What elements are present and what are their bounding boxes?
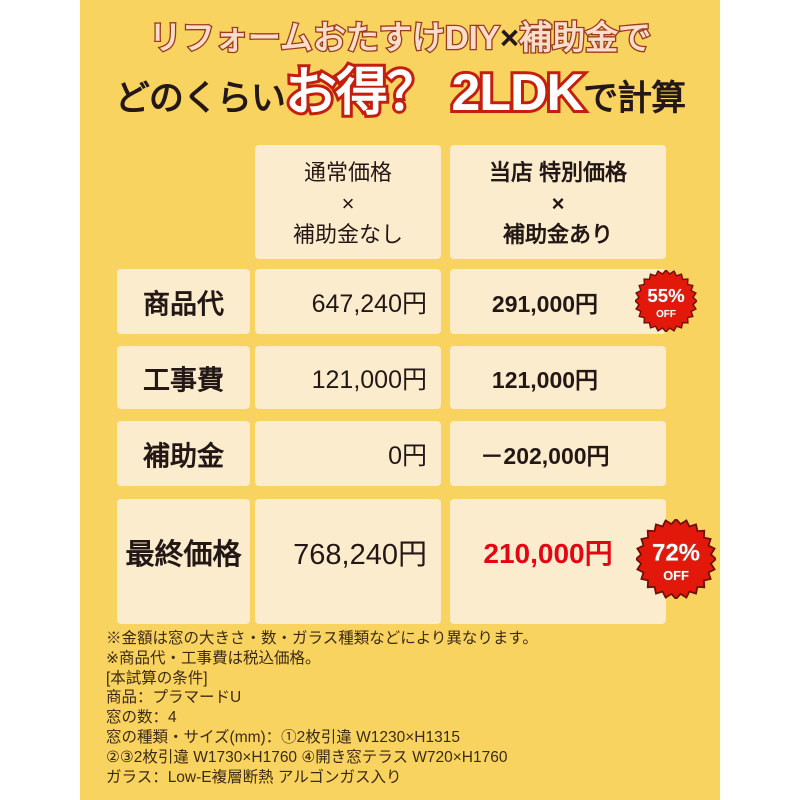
svg-text:55%: 55%	[647, 285, 685, 306]
svg-text:OFF: OFF	[656, 309, 676, 320]
svg-text:72%: 72%	[652, 540, 700, 567]
svg-text:OFF: OFF	[663, 568, 689, 583]
